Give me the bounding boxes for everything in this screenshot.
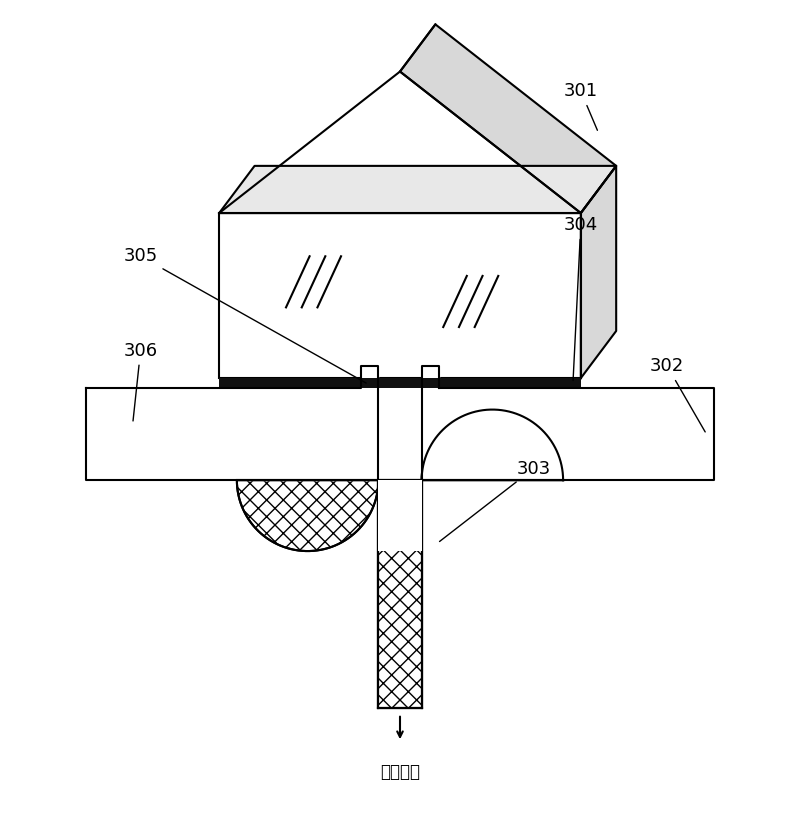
Polygon shape	[219, 72, 581, 213]
Polygon shape	[219, 166, 616, 213]
Text: 真空吸气: 真空吸气	[380, 763, 420, 782]
Polygon shape	[400, 24, 616, 213]
Text: 305: 305	[123, 247, 366, 383]
Text: 303: 303	[439, 460, 550, 542]
Bar	[219, 378, 581, 389]
Text: 302: 302	[650, 357, 705, 432]
Polygon shape	[422, 366, 714, 480]
Text: 301: 301	[564, 82, 598, 131]
Polygon shape	[581, 166, 616, 378]
Polygon shape	[86, 366, 378, 480]
Polygon shape	[237, 480, 378, 551]
Bar	[378, 480, 422, 708]
Text: 306: 306	[123, 342, 158, 421]
Bar	[378, 409, 422, 708]
Polygon shape	[422, 409, 563, 480]
Text: 304: 304	[564, 216, 598, 380]
Bar	[219, 213, 581, 378]
Bar	[378, 480, 422, 708]
Bar	[378, 480, 422, 551]
